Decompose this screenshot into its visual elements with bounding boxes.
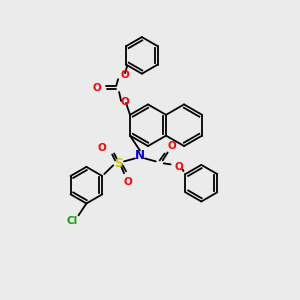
Text: O: O xyxy=(121,70,129,80)
Text: Cl: Cl xyxy=(67,216,78,226)
Text: S: S xyxy=(114,157,122,170)
Text: O: O xyxy=(98,142,106,152)
Text: O: O xyxy=(121,97,129,107)
Text: O: O xyxy=(93,83,102,93)
Text: O: O xyxy=(124,177,132,187)
Text: O: O xyxy=(174,162,183,172)
Text: N: N xyxy=(135,149,145,162)
Text: O: O xyxy=(167,140,176,151)
